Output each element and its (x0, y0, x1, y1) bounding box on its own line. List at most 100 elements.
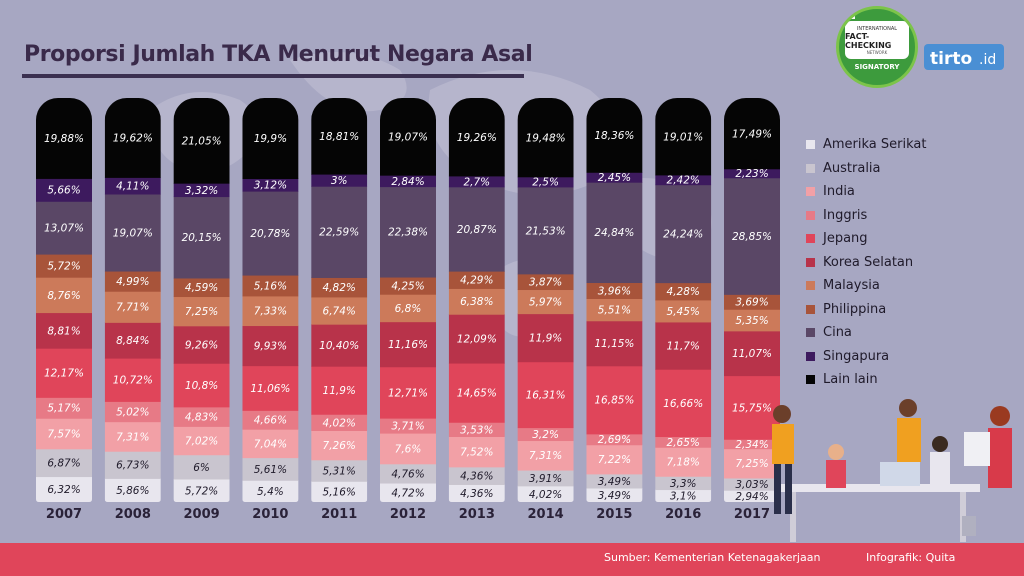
data-label: 7,6% (395, 443, 422, 455)
bar-segment (517, 176, 574, 188)
data-label: 12,09% (457, 334, 497, 346)
data-label: 4,36% (460, 471, 493, 483)
bar-2011 (311, 98, 368, 502)
legend-swatch (806, 304, 815, 314)
bar-segment (104, 291, 161, 323)
bar-segment (380, 276, 436, 295)
data-label: 18,36% (594, 130, 634, 142)
data-label: 11,9% (323, 385, 356, 397)
data-label: 3,87% (529, 277, 562, 289)
bar-segment (724, 375, 780, 440)
data-label: 8,84% (116, 335, 149, 347)
data-label: 2,5% (532, 177, 559, 189)
data-label: 22,59% (319, 227, 359, 239)
bar-segment (724, 448, 780, 479)
data-label: 2,65% (667, 437, 700, 449)
bar-segment (36, 448, 92, 478)
bar-segment (380, 98, 436, 176)
legend-swatch (806, 281, 815, 291)
data-label: 4,02% (323, 417, 356, 429)
bar-segment (380, 186, 436, 278)
data-label: 7,02% (185, 435, 218, 447)
data-label: 7,31% (529, 450, 562, 462)
data-label: 7,71% (116, 302, 149, 314)
data-label: 7,57% (47, 428, 80, 440)
bar-segment (380, 294, 436, 323)
bar-segment (448, 466, 505, 485)
data-label: 9,93% (254, 340, 287, 352)
bar-segment (586, 365, 643, 435)
bar-2016 (655, 98, 712, 502)
bar-segment (242, 98, 299, 180)
bar-2007 (36, 98, 92, 502)
bar-segment (517, 313, 574, 363)
bar-segment (655, 184, 712, 284)
data-label: 20,87% (457, 224, 497, 236)
bar-segment (242, 325, 299, 367)
bar-segment (380, 366, 436, 419)
data-label: 8,81% (47, 325, 80, 337)
data-label: 5,35% (735, 315, 768, 327)
data-label: 17,49% (732, 128, 772, 140)
legend-label: Malaysia (823, 278, 880, 294)
data-label: 9,26% (185, 339, 218, 351)
data-label: 19,26% (457, 132, 497, 144)
data-label: 11,06% (250, 383, 290, 395)
data-label: 5,97% (529, 296, 562, 308)
legend-item: Malaysia (806, 274, 966, 298)
bar-segment (380, 463, 436, 484)
data-label: 5,72% (185, 485, 218, 497)
bar-segment (380, 175, 436, 188)
legend-label: Philippina (823, 301, 887, 317)
data-label: 5,31% (323, 465, 356, 477)
data-label: 28,85% (732, 231, 772, 243)
bar-segment (448, 98, 505, 177)
data-label: 2,69% (598, 434, 631, 446)
bar-segment (586, 320, 643, 367)
bar-segment (311, 414, 368, 431)
footer-bar (0, 543, 1024, 576)
legend-swatch (806, 163, 815, 173)
data-label: 3,03% (735, 479, 768, 491)
data-label: 10,8% (185, 380, 218, 392)
bar-segment (517, 273, 574, 291)
bar-segment (104, 478, 161, 502)
title-underline (22, 74, 524, 78)
data-label: 4,83% (185, 412, 218, 424)
bar-segment (380, 321, 436, 368)
data-label: 7,31% (116, 431, 149, 443)
legend-item: Australia (806, 157, 966, 181)
data-label: 11,16% (388, 339, 428, 351)
data-label: 3% (331, 175, 348, 187)
page-title: Proporsi Jumlah TKA Menurut Negara Asal (24, 42, 533, 67)
x-tick-label: 2009 (184, 507, 220, 522)
bar-segment (586, 444, 643, 475)
data-label: 19,07% (388, 132, 428, 144)
data-label: 5,45% (667, 306, 700, 318)
bar-segment (311, 296, 368, 325)
bar-segment (724, 294, 780, 310)
tirto-logo-icon[interactable]: tirto .id (924, 40, 1004, 72)
data-label: 4,59% (185, 282, 218, 294)
data-label: 3,96% (598, 285, 631, 297)
data-label: 4,02% (529, 489, 562, 501)
bar-segment (242, 429, 299, 459)
bar-segment (311, 430, 368, 461)
badge-top-text: INTERNATIONAL (856, 25, 898, 32)
legend-swatch (806, 375, 815, 385)
data-label: 6,74% (323, 305, 356, 317)
bar-segment (36, 201, 92, 255)
bar-segment (655, 282, 712, 301)
bar-segment (586, 298, 643, 322)
bar-segment (655, 476, 712, 491)
fact-checking-badge-icon: □ INTERNATIONAL FACT-CHECKING NETWORK SI… (836, 6, 918, 88)
bar-segment (586, 182, 643, 284)
bar-segment (242, 365, 299, 411)
bar-segment (36, 348, 92, 398)
data-label: 7,26% (323, 440, 356, 452)
legend-label: Australia (823, 160, 881, 176)
data-label: 4,25% (391, 281, 424, 293)
data-label: 19,88% (44, 133, 84, 145)
bar-segment (517, 427, 574, 442)
